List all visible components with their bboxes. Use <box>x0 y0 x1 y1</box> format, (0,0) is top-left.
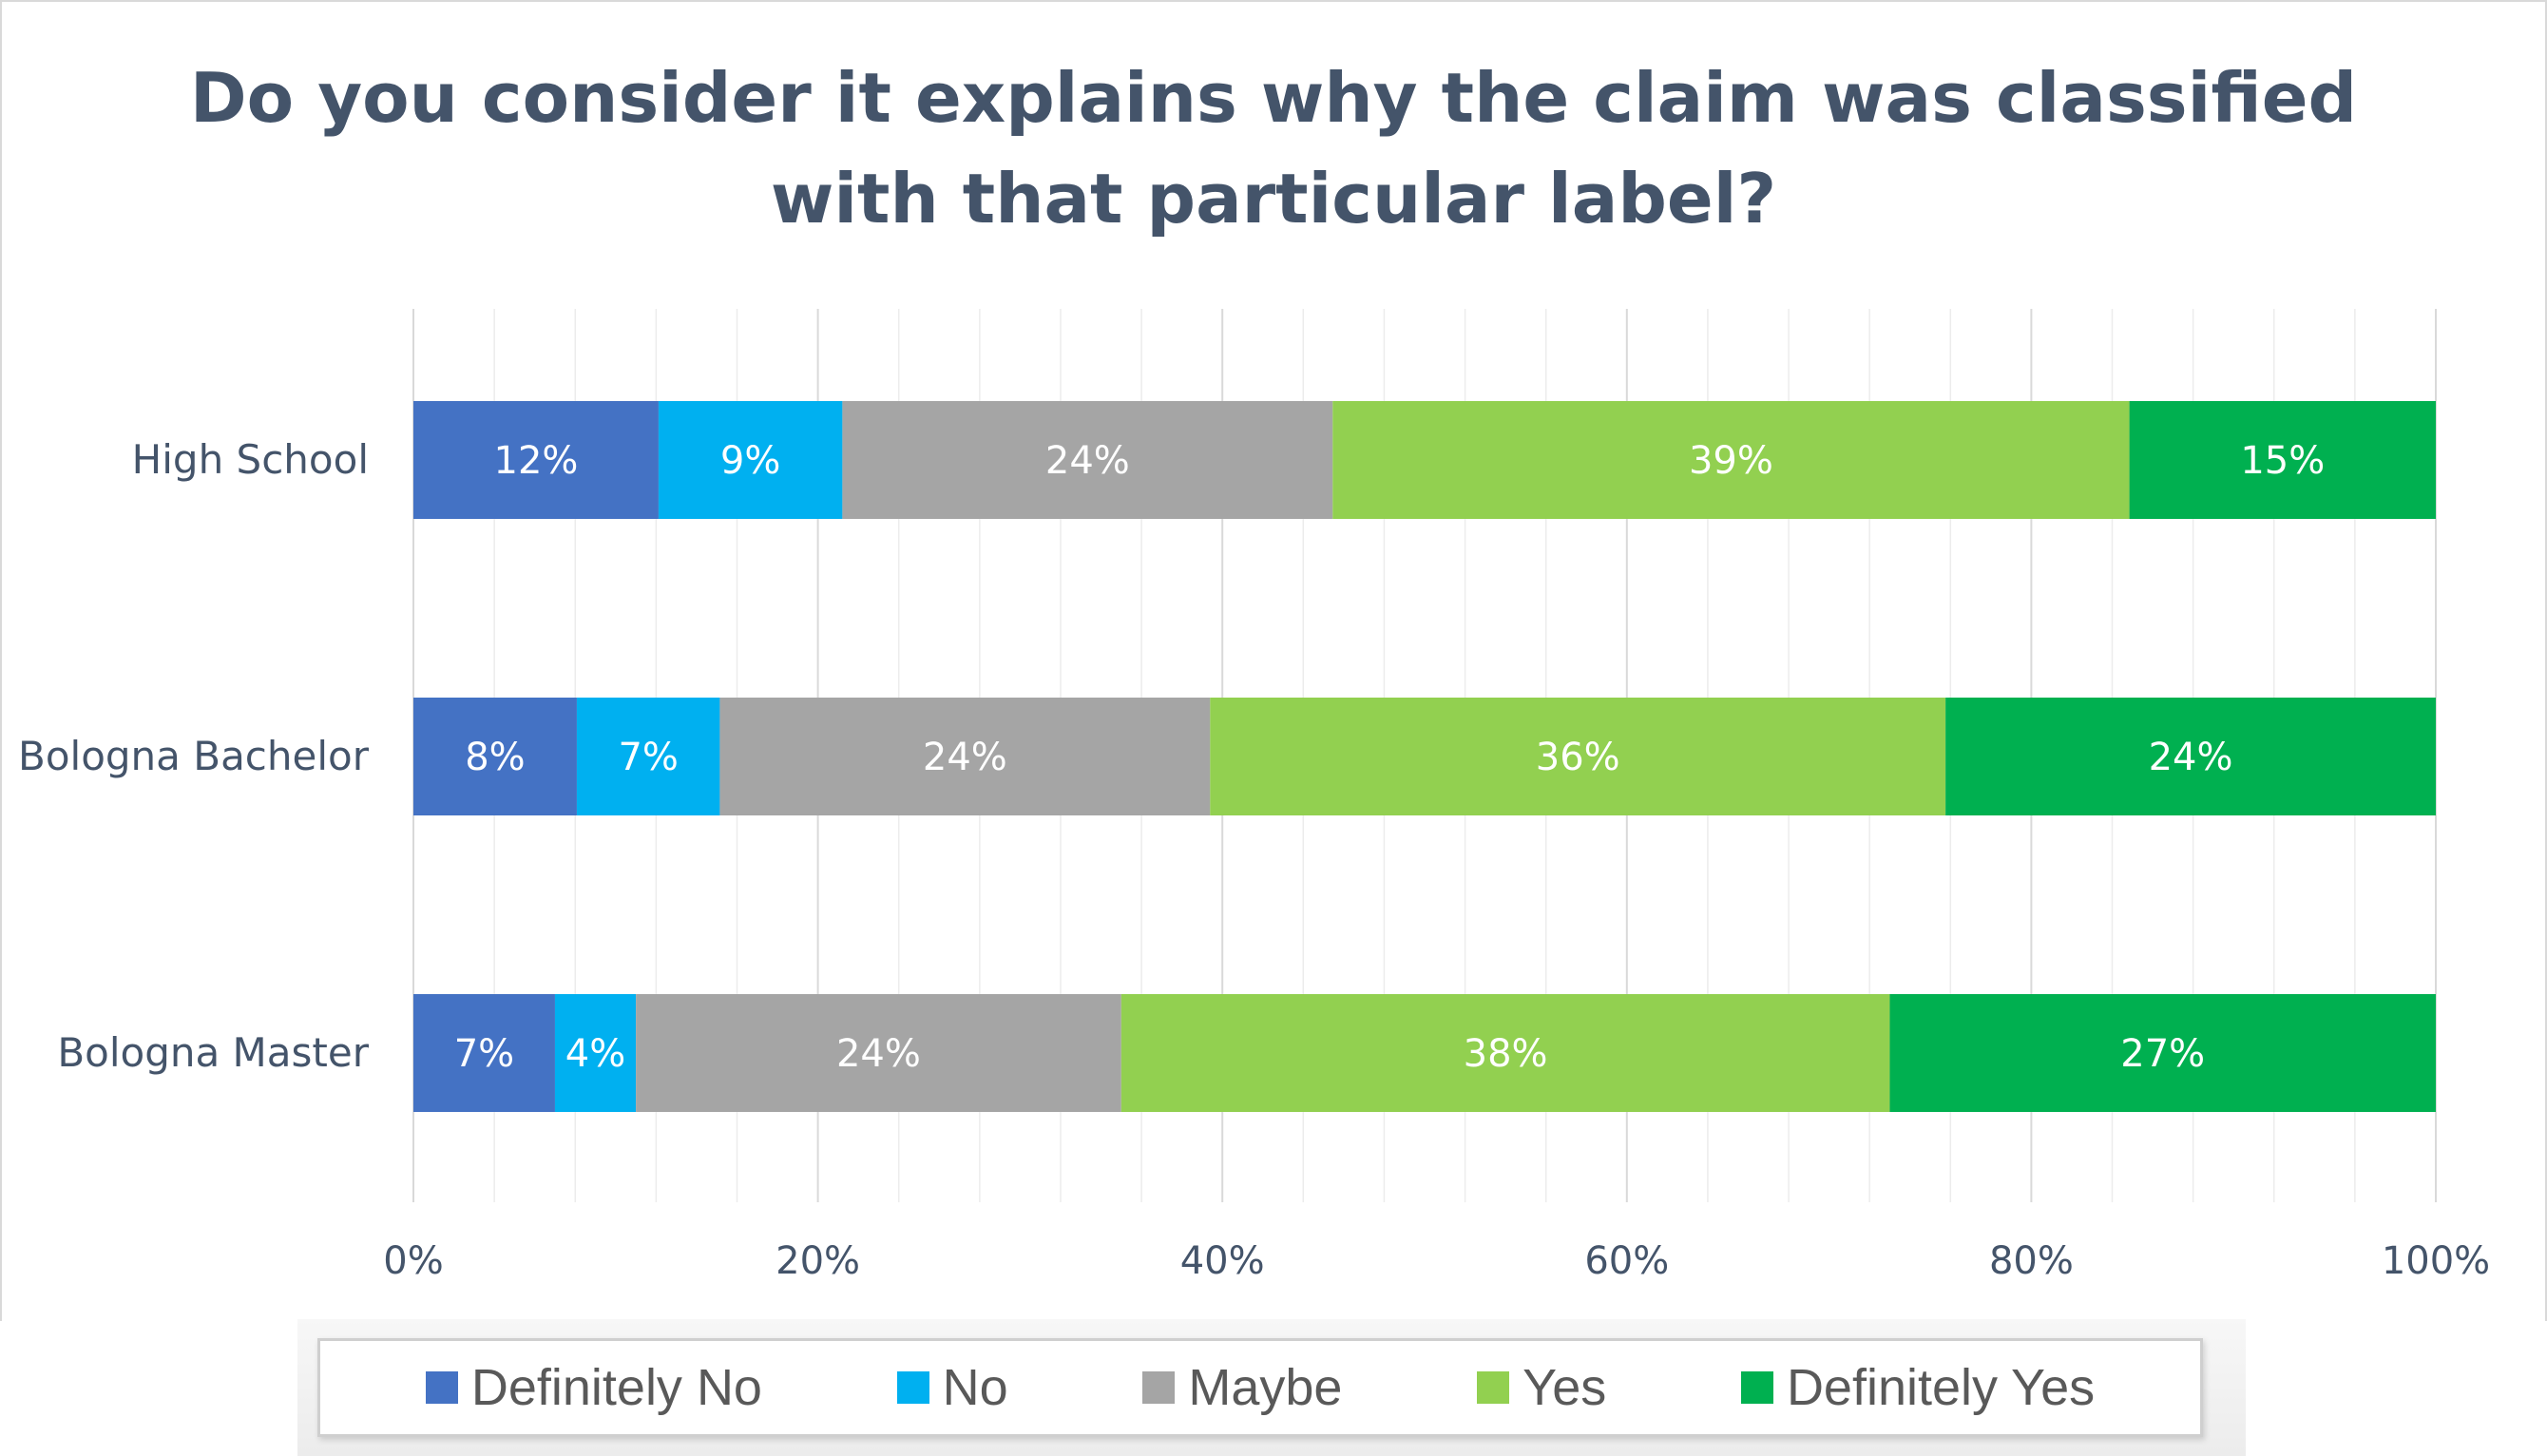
bar-segment <box>2129 401 2436 519</box>
bar-segment <box>658 401 843 519</box>
data-label: 7% <box>454 1032 514 1076</box>
bar-segment <box>413 401 659 519</box>
legend-item: Definitely Yes <box>1740 1358 2096 1417</box>
bar-segment <box>413 698 577 815</box>
data-label: 24% <box>923 736 1007 779</box>
x-tick-label: 20% <box>776 1239 860 1283</box>
legend-item: Definitely No <box>425 1358 762 1417</box>
legend-item: Maybe <box>1142 1358 1342 1417</box>
legend-swatch <box>896 1371 929 1404</box>
data-label: 4% <box>565 1032 625 1076</box>
bar-segment <box>1945 698 2436 815</box>
bar-segment <box>576 698 720 815</box>
category-label: Bologna Bachelor <box>18 733 370 779</box>
bar-segment <box>719 698 1211 815</box>
data-label: 9% <box>720 439 780 483</box>
legend-label: No <box>942 1359 1008 1416</box>
bar-segment <box>1210 698 1946 815</box>
legend-label: Yes <box>1522 1359 1607 1416</box>
bar-segment <box>1332 401 2130 519</box>
bar-segment <box>554 994 637 1112</box>
bar-segment <box>842 401 1333 519</box>
x-tick-label: 60% <box>1584 1239 1669 1283</box>
x-tick-label: 0% <box>383 1239 443 1283</box>
legend-swatch <box>425 1371 458 1404</box>
data-label: 38% <box>1464 1032 1548 1076</box>
legend-swatch <box>1142 1371 1176 1404</box>
data-label: 24% <box>2149 736 2233 779</box>
legend-label: Maybe <box>1188 1359 1343 1416</box>
data-label: 39% <box>1689 439 1773 483</box>
legend-item: Yes <box>1477 1358 1606 1417</box>
bar-segment <box>636 994 1121 1112</box>
chart-title-line-2: with that particular label? <box>770 159 1777 239</box>
data-label: 24% <box>836 1032 921 1076</box>
chart-legend: Definitely No No Maybe Yes Definitely Yes <box>317 1338 2203 1437</box>
x-tick-label: 80% <box>1989 1239 2074 1283</box>
bar-segment <box>1120 994 1890 1112</box>
data-label: 15% <box>2240 439 2325 483</box>
legend-item: No <box>896 1358 1008 1417</box>
data-label: 12% <box>494 439 579 483</box>
data-label: 8% <box>465 736 525 779</box>
legend-swatch <box>1740 1371 1773 1404</box>
bar-segment <box>413 994 555 1112</box>
legend-label: Definitely No <box>470 1359 762 1416</box>
stacked-bar-chart: 0% 20% 40% 60% 80% 100% High School Bologna Bac… <box>18 309 2490 1283</box>
data-label: 7% <box>618 736 678 779</box>
data-label: 24% <box>1045 439 1130 483</box>
bar-segment <box>1889 994 2436 1112</box>
category-label: Bologna Master <box>57 1029 369 1076</box>
data-label: 27% <box>2120 1032 2205 1076</box>
legend-swatch <box>1477 1371 1510 1404</box>
x-tick-label: 100% <box>2382 1239 2490 1283</box>
x-tick-label: 40% <box>1180 1239 1265 1283</box>
category-label: High School <box>132 436 369 483</box>
chart-title-line-1: Do you consider it explains why the clai… <box>189 58 2358 138</box>
data-label: 36% <box>1536 736 1620 779</box>
legend-label: Definitely Yes <box>1786 1359 2096 1416</box>
